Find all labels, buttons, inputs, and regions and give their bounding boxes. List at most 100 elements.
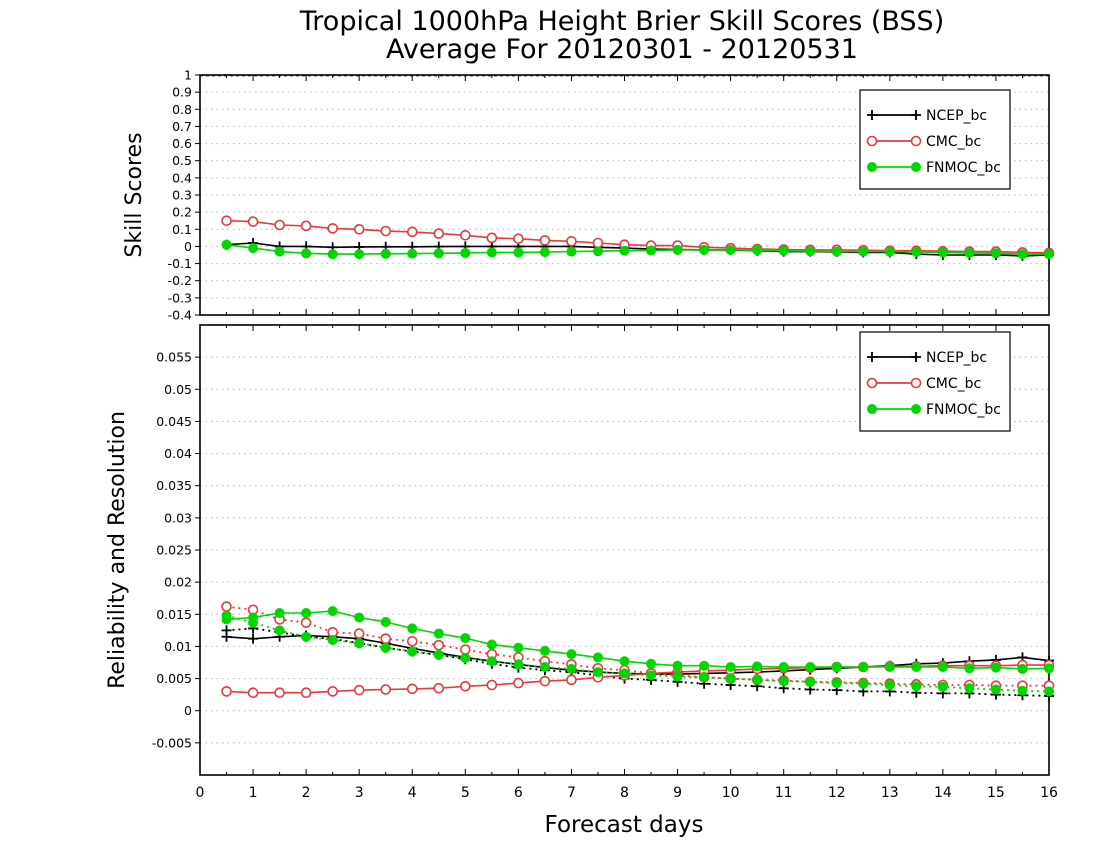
skill-data-point <box>301 248 312 259</box>
relres-data-point <box>539 662 550 672</box>
relres-data-point <box>592 652 603 663</box>
skill-ytick-label: 0.7 <box>172 119 192 134</box>
relres-ytick-label: 0.005 <box>156 671 192 686</box>
relres-legend-label: CMC_bc <box>926 376 981 392</box>
relres-data-point <box>380 642 391 653</box>
relres-data-point <box>778 676 789 687</box>
relres-data-point <box>619 656 630 667</box>
chart-title-line1: Tropical 1000hPa Height Brier Skill Scor… <box>299 6 944 37</box>
skill-data-point <box>672 244 683 255</box>
relres-data-point <box>380 684 392 695</box>
skill-ytick-label: 0.5 <box>172 153 192 168</box>
relres-legend-label: FNMOC_bc <box>926 402 1001 418</box>
x-axis-label: Forecast days <box>545 812 704 838</box>
x-tick-label: 4 <box>408 785 417 801</box>
relres-data-point <box>406 635 418 647</box>
skill-legend-marker <box>866 135 878 147</box>
skill-data-point <box>221 239 232 250</box>
x-tick-label: 14 <box>934 785 952 801</box>
relres-data-point <box>1017 663 1028 674</box>
skill-data-point <box>300 220 312 232</box>
relres-data-point <box>858 678 869 689</box>
x-tick-label: 0 <box>196 785 205 801</box>
relres-data-point <box>354 612 365 623</box>
skill-data-point <box>990 248 1001 259</box>
x-tick-label: 16 <box>1040 785 1058 801</box>
skill-legend-box <box>859 89 1011 190</box>
skill-data-point <box>1017 249 1028 260</box>
skill-data-point <box>460 247 471 258</box>
skill-data-point <box>221 215 232 227</box>
skill-data-point <box>274 219 285 231</box>
top-panel-ylabel: Skill Scores <box>122 132 147 257</box>
skill-data-point <box>964 247 975 258</box>
skill-data-point <box>646 245 657 256</box>
relres-data-point <box>300 687 312 699</box>
relres-data-point <box>911 662 922 672</box>
relres-data-point <box>566 674 577 686</box>
relres-data-point <box>301 608 312 618</box>
relres-data-point <box>990 684 1001 695</box>
skill-ytick-label: -0.3 <box>168 290 192 305</box>
relres-data-point <box>513 659 524 670</box>
skill-data-point <box>752 245 763 256</box>
skill-data-point <box>619 245 630 256</box>
relres-data-point <box>221 686 232 697</box>
bottom-panel-ylabel: Reliability and Resolution <box>105 411 130 689</box>
skill-data-point <box>566 246 577 257</box>
skill-data-point <box>539 247 550 258</box>
relres-data-point <box>221 625 232 636</box>
relres-data-point <box>274 625 285 636</box>
skill-data-point <box>353 223 365 235</box>
relres-data-point <box>858 662 869 672</box>
relres-data-point <box>301 631 312 642</box>
relres-data-point <box>460 633 471 644</box>
relres-data-point <box>407 623 418 634</box>
relres-data-point <box>1044 663 1054 674</box>
relres-data-point <box>725 662 736 672</box>
x-tick-label: 8 <box>620 785 629 801</box>
skill-data-point <box>327 249 338 260</box>
relres-ytick-label: 0.045 <box>156 414 192 429</box>
skill-data-point <box>380 248 391 259</box>
relres-data-point <box>592 667 603 678</box>
skill-ytick-label: 0.2 <box>172 205 192 220</box>
skill-series-fnmoc_bc <box>221 239 1054 260</box>
skill-legend-label: CMC_bc <box>926 134 981 150</box>
relres-legend-label: NCEP_bc <box>926 350 987 366</box>
skill-ytick-label: 0.8 <box>172 102 192 117</box>
x-tick-label: 15 <box>987 785 1005 801</box>
skill-data-point <box>911 246 922 257</box>
relres-data-point <box>964 683 975 694</box>
relres-series-line <box>226 610 1050 670</box>
relres-ytick-label: 0.02 <box>164 575 192 590</box>
skill-data-point <box>592 237 604 249</box>
relres-series-fnmoc_bc-reliability <box>221 610 1054 697</box>
relres-data-point <box>1017 685 1028 696</box>
relres-data-point <box>513 677 524 689</box>
x-tick-label: 6 <box>514 785 523 801</box>
relres-ytick-label: 0.03 <box>164 510 192 525</box>
skill-ytick-label: 1 <box>184 68 192 83</box>
relres-data-point <box>831 662 842 672</box>
skill-ytick-label: 0.1 <box>172 222 192 237</box>
relres-data-point <box>353 684 365 696</box>
skill-data-point <box>831 246 842 257</box>
relres-legend-marker <box>911 352 921 362</box>
skill-data-point <box>566 235 577 247</box>
relres-data-point <box>672 671 683 682</box>
relres-data-point <box>327 635 338 645</box>
relres-ytick-label: 0 <box>184 703 192 718</box>
skill-legend-marker <box>867 110 877 120</box>
relres-data-point <box>354 638 365 649</box>
skill-data-point <box>247 216 259 227</box>
skill-legend: NCEP_bc CMC_bc FNMOC_bc <box>859 89 1011 190</box>
relres-ytick-label: 0.035 <box>156 478 192 493</box>
skill-data-point <box>513 247 524 258</box>
skill-data-point <box>354 249 365 260</box>
relres-series-ncep_bc-resolution <box>221 630 1054 680</box>
skill-legend-label: FNMOC_bc <box>926 160 1001 176</box>
relres-data-point <box>460 680 471 692</box>
relres-data-point <box>778 662 789 672</box>
relres-data-point <box>539 645 550 656</box>
